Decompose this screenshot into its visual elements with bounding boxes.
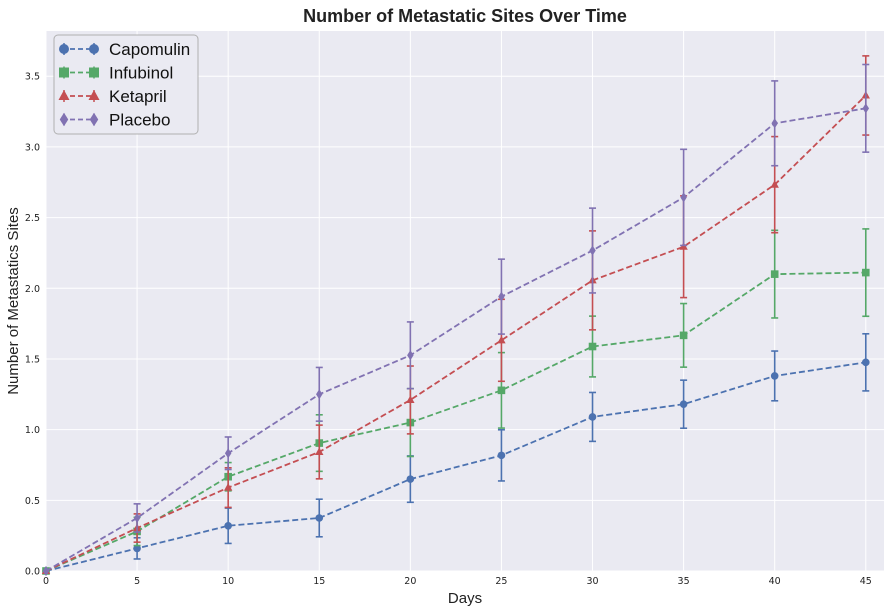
data-point (497, 386, 506, 395)
legend-item-infubinol: Infubinol (59, 64, 173, 83)
series-placebo (42, 63, 870, 577)
data-point (224, 521, 232, 530)
data-point (497, 451, 506, 460)
data-point (680, 192, 687, 203)
data-point (770, 180, 779, 188)
data-point (588, 342, 597, 351)
series-line (45, 271, 866, 572)
data-point (771, 118, 778, 129)
tick-labels: 0 5 10 15 20 25 30 35 40 45 0.0 0.5 1.0 1.5 2.0 2.5 3.0 3… (25, 72, 872, 587)
data-point (315, 514, 324, 522)
data-point (133, 512, 141, 524)
data-point (861, 268, 870, 277)
series-capomulin (42, 332, 870, 575)
data-point (862, 103, 870, 114)
data-point (224, 448, 232, 459)
x-tick-label: 30 (586, 576, 598, 587)
chart-title: Number of Metastatic Sites Over Time (303, 6, 627, 26)
y-tick-label: 2.0 (25, 284, 40, 295)
legend-label: Placebo (109, 111, 170, 130)
legend-label: Infubinol (109, 64, 173, 83)
x-tick-label: 0 (43, 576, 49, 587)
y-axis-label: Number of Metastatics Sites (5, 207, 22, 395)
legend-label: Capomulin (109, 40, 190, 59)
x-tick-label: 5 (134, 576, 140, 587)
data-point (589, 245, 596, 256)
legend-marker (59, 112, 69, 127)
x-tick-label: 45 (860, 576, 872, 587)
legend-label: Ketapril (109, 87, 167, 106)
y-tick-label: 0.0 (25, 567, 40, 578)
data-point (497, 335, 506, 344)
data-point (223, 483, 233, 491)
series-layer (41, 55, 870, 577)
data-point (770, 270, 779, 278)
x-tick-label: 15 (313, 576, 325, 587)
data-point (679, 400, 688, 408)
legend-item-placebo: Placebo (59, 111, 170, 130)
y-tick-label: 3.5 (25, 72, 40, 83)
y-tick-label: 2.5 (25, 213, 40, 224)
legend-marker (58, 90, 70, 100)
x-tick-label: 20 (404, 576, 416, 587)
data-point (679, 331, 688, 340)
legend-marker (59, 67, 69, 78)
y-tick-label: 0.5 (25, 496, 40, 507)
data-point (42, 565, 50, 577)
y-tick-label: 3.0 (25, 142, 40, 153)
legend-item-ketapril: Ketapril (58, 87, 167, 106)
x-tick-label: 40 (769, 576, 781, 587)
data-point (406, 395, 415, 403)
data-point (770, 372, 779, 380)
data-point (407, 350, 414, 361)
series-line (45, 107, 866, 572)
data-point (133, 544, 141, 553)
data-point (315, 447, 324, 456)
data-point (861, 358, 870, 367)
x-tick-label: 25 (495, 576, 507, 587)
series-line (45, 361, 866, 572)
data-point (588, 413, 597, 421)
data-point (316, 389, 323, 400)
y-tick-label: 1.5 (25, 354, 40, 365)
legend-marker (88, 90, 100, 100)
legend-marker (89, 44, 99, 54)
legend-item-capomulin: Capomulin (59, 40, 190, 59)
x-axis-label: Days (448, 590, 482, 607)
legend-marker (59, 44, 69, 54)
x-tick-label: 35 (678, 576, 690, 587)
y-tick-label: 1.0 (25, 425, 40, 436)
data-point (406, 475, 415, 483)
legend-frame (53, 34, 199, 135)
data-point (498, 291, 505, 302)
legend: Capomulin Infubinol Ketapril Placebo (53, 34, 199, 135)
legend-marker (89, 67, 99, 78)
x-tick-label: 10 (222, 576, 234, 587)
legend-marker (89, 112, 99, 127)
